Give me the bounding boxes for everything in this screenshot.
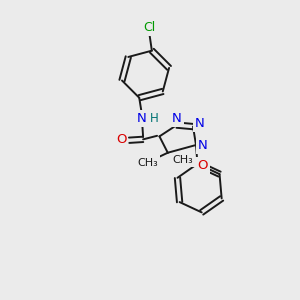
Text: N: N bbox=[137, 112, 146, 125]
Text: O: O bbox=[197, 159, 208, 172]
Text: CH₃: CH₃ bbox=[172, 155, 193, 165]
Text: N: N bbox=[195, 117, 204, 130]
Text: CH₃: CH₃ bbox=[137, 158, 158, 167]
Text: O: O bbox=[197, 159, 208, 172]
Text: N: N bbox=[172, 112, 182, 125]
Text: H: H bbox=[150, 112, 158, 125]
Text: N: N bbox=[198, 139, 207, 152]
Text: O: O bbox=[116, 134, 126, 146]
Text: Cl: Cl bbox=[143, 21, 155, 34]
